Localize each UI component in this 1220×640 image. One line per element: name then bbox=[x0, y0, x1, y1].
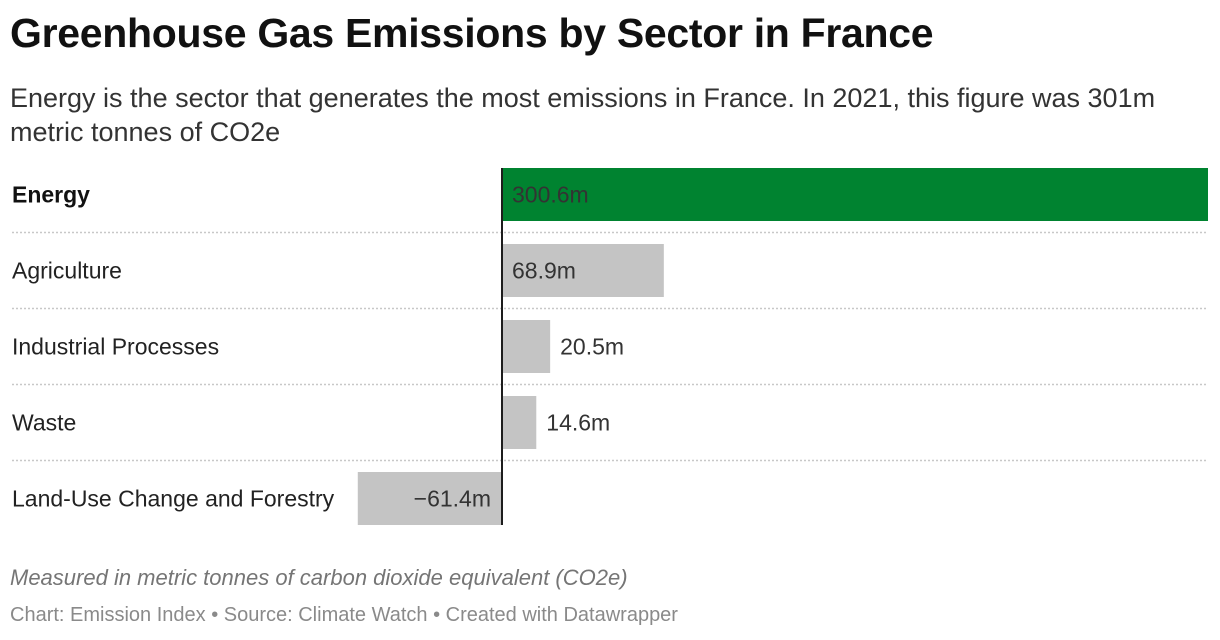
category-label: Energy bbox=[12, 182, 90, 208]
chart-title: Greenhouse Gas Emissions by Sector in Fr… bbox=[10, 10, 934, 56]
bar bbox=[502, 320, 551, 373]
bar bbox=[502, 396, 537, 449]
bar bbox=[502, 168, 1208, 221]
category-label: Industrial Processes bbox=[12, 334, 219, 360]
value-label: 300.6m bbox=[512, 182, 589, 208]
bar-chart: Energy 300.6m Agriculture 68.9m Industrial P… bbox=[12, 168, 1208, 525]
category-label: Waste bbox=[12, 410, 76, 436]
category-label: Agriculture bbox=[12, 258, 122, 284]
value-label: 68.9m bbox=[512, 258, 576, 284]
value-label: −61.4m bbox=[414, 486, 491, 512]
chart-footer: Chart: Emission Index • Source: Climate … bbox=[10, 604, 678, 626]
chart-notes: Measured in metric tonnes of carbon diox… bbox=[10, 565, 628, 590]
value-label: 20.5m bbox=[560, 334, 624, 360]
chart-subtitle: Energy is the sector that generates the … bbox=[10, 83, 1156, 147]
bar bbox=[357, 472, 502, 525]
category-label: Land-Use Change and Forestry bbox=[12, 486, 335, 512]
bar bbox=[502, 244, 664, 297]
value-label: 14.6m bbox=[546, 410, 610, 436]
